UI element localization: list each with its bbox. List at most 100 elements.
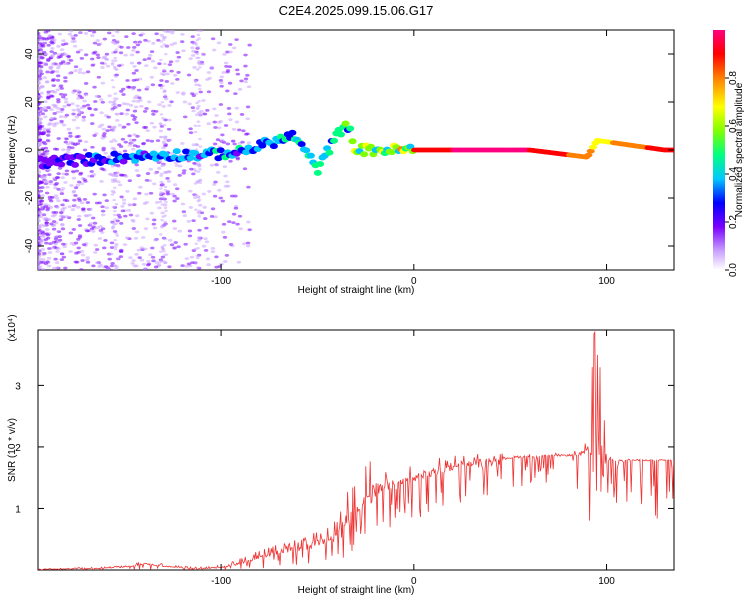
noise-mark xyxy=(81,118,86,122)
noise-mark xyxy=(103,151,108,155)
colorbar: 0.0 0.2 0.4 0.6 0.8 Normalized spectral ampl… xyxy=(713,30,745,277)
noise-mark xyxy=(38,237,41,241)
noise-mark xyxy=(127,134,132,138)
noise-mark xyxy=(131,99,137,103)
noise-mark xyxy=(42,106,48,110)
y-tick-label: 20 xyxy=(24,96,35,108)
noise-mark xyxy=(152,218,157,222)
noise-mark xyxy=(149,50,155,54)
noise-mark xyxy=(54,70,60,73)
noise-mark xyxy=(128,138,134,142)
noise-mark xyxy=(227,65,233,69)
noise-mark xyxy=(127,203,133,207)
noise-mark xyxy=(89,170,94,173)
noise-mark xyxy=(99,61,105,65)
noise-mark xyxy=(61,123,67,127)
noise-mark xyxy=(90,57,95,61)
noise-mark xyxy=(42,251,47,255)
ridge-mark xyxy=(297,141,306,148)
noise-mark xyxy=(172,183,178,187)
noise-mark xyxy=(77,199,82,202)
noise-mark xyxy=(46,92,51,96)
streak-mark xyxy=(164,200,168,204)
ridge-mark xyxy=(348,138,357,145)
noise-mark xyxy=(224,254,230,257)
noise-mark xyxy=(58,214,64,218)
noise-mark xyxy=(143,227,149,231)
noise-mark xyxy=(214,163,220,167)
noise-mark xyxy=(221,222,227,226)
noise-mark xyxy=(100,66,105,69)
noise-mark xyxy=(49,108,54,111)
streak-mark xyxy=(195,256,200,260)
noise-mark xyxy=(149,75,154,79)
noise-mark xyxy=(64,137,69,141)
noise-mark xyxy=(167,265,172,269)
ridge-mark xyxy=(186,155,195,162)
streak-mark xyxy=(113,92,118,95)
noise-mark xyxy=(117,64,122,68)
noise-mark xyxy=(175,59,180,63)
snr-axes: -100 0 100 1 2 3 xyxy=(15,330,674,587)
noise-mark xyxy=(221,71,226,74)
noise-mark xyxy=(39,55,44,59)
noise-mark xyxy=(78,31,83,35)
colorbar-label: Normalized spectral amplitude xyxy=(734,82,745,217)
noise-mark xyxy=(82,99,87,103)
noise-mark xyxy=(205,78,210,81)
noise-mark xyxy=(228,43,233,46)
noise-mark xyxy=(75,89,81,93)
noise-mark xyxy=(153,265,159,269)
noise-mark xyxy=(60,207,65,211)
noise-mark xyxy=(107,125,112,129)
noise-mark xyxy=(59,110,64,114)
noise-mark xyxy=(38,58,41,62)
noise-mark xyxy=(81,243,87,247)
noise-mark xyxy=(41,50,47,54)
noise-mark xyxy=(142,58,147,62)
noise-mark xyxy=(234,120,240,124)
noise-mark xyxy=(44,228,50,231)
noise-mark xyxy=(145,217,150,221)
noise-mark xyxy=(131,32,136,36)
streak-mark xyxy=(197,215,202,218)
noise-mark xyxy=(38,44,41,48)
streak-mark xyxy=(114,112,119,116)
y-tick-label: 3 xyxy=(15,381,21,392)
noise-mark xyxy=(152,125,157,129)
noise-mark xyxy=(210,207,216,211)
streak-mark xyxy=(194,242,199,245)
streak-mark xyxy=(161,84,165,88)
noise-mark xyxy=(219,81,224,85)
noise-mark xyxy=(151,41,156,45)
ridge-mark xyxy=(346,125,355,132)
noise-mark xyxy=(78,68,83,71)
noise-mark xyxy=(38,34,42,38)
noise-mark xyxy=(141,262,147,266)
noise-mark xyxy=(43,109,48,112)
noise-mark xyxy=(235,157,241,161)
noise-mark xyxy=(51,227,57,231)
noise-mark xyxy=(180,202,186,206)
noise-mark xyxy=(112,230,118,233)
noise-mark xyxy=(45,139,51,142)
noise-mark xyxy=(38,259,41,263)
noise-mark xyxy=(49,40,54,44)
noise-mark xyxy=(119,221,124,225)
y-tick-label: -40 xyxy=(24,238,35,253)
noise-mark xyxy=(38,32,41,35)
noise-mark xyxy=(124,112,129,116)
noise-mark xyxy=(73,241,79,245)
colorbar-ticks: 0.0 0.2 0.4 0.6 0.8 xyxy=(725,71,739,277)
y-tick-label: 0 xyxy=(24,147,35,153)
noise-mark xyxy=(172,41,178,45)
noise-mark xyxy=(127,143,132,147)
x-tick-label: 100 xyxy=(598,576,615,587)
colorbar-tick-label: 0.6 xyxy=(728,119,739,133)
streak-mark xyxy=(197,212,201,215)
noise-mark xyxy=(64,169,70,173)
noise-mark xyxy=(220,139,225,142)
noise-mark xyxy=(153,238,158,242)
noise-mark xyxy=(47,34,53,38)
noise-mark xyxy=(194,113,200,117)
